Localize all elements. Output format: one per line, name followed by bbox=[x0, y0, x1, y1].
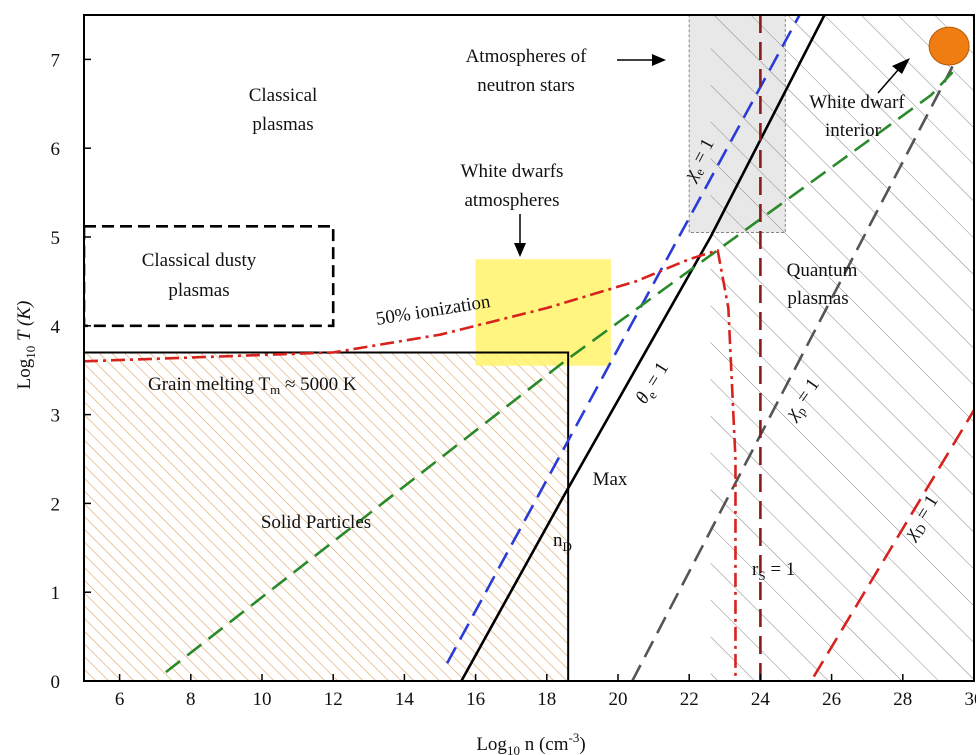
white-dwarfs-atmospheres-label: White dwarfs bbox=[461, 161, 564, 182]
y-tick-label: 5 bbox=[51, 228, 61, 249]
line--d-1 bbox=[812, 409, 974, 678]
white-dwarfs-arrow bbox=[514, 214, 526, 257]
white-dwarf-interior-arrow bbox=[877, 58, 910, 94]
classical-plasmas-label: Classical bbox=[249, 85, 318, 106]
solid-particles-boundary bbox=[84, 351, 570, 681]
x-tick-label: 6 bbox=[115, 689, 125, 710]
y-tick-label: 7 bbox=[51, 50, 61, 71]
ionization-label: 50% ionization bbox=[374, 291, 492, 330]
solid-particles-label: Solid Particles bbox=[261, 512, 371, 533]
line--e-1 bbox=[445, 15, 801, 664]
line-50-ionization bbox=[84, 249, 737, 681]
white-dwarfs-atmospheres-label-2: atmospheres bbox=[465, 190, 560, 211]
region-classical-dusty-plasmas bbox=[84, 225, 335, 328]
x-tick-label: 12 bbox=[324, 689, 343, 710]
classical-plasmas-label-2: plasmas bbox=[252, 114, 313, 135]
x-tick-label: 30 bbox=[965, 689, 976, 710]
quantum-plasmas-label: Quantum bbox=[787, 260, 858, 281]
white-dwarf-interior-marker bbox=[928, 26, 970, 66]
quantum-plasmas-label-2: plasmas bbox=[787, 288, 848, 309]
plot-frame bbox=[83, 14, 975, 682]
line-series-4 bbox=[165, 67, 958, 674]
max-label: Max bbox=[593, 469, 628, 490]
y-axis-title: Log10 T (K) bbox=[14, 301, 38, 390]
neutron-stars-label: Atmospheres of bbox=[466, 46, 588, 67]
x-tick-label: 16 bbox=[466, 689, 485, 710]
x-tick-label: 20 bbox=[609, 689, 628, 710]
nd-label: nD bbox=[553, 530, 572, 554]
neutron-stars-arrow bbox=[617, 54, 666, 66]
neutron-stars-label-2: neutron stars bbox=[477, 75, 575, 96]
y-tick-label: 3 bbox=[51, 406, 61, 427]
x-axis-title: Log10 n (cm-3) bbox=[476, 730, 585, 755]
y-tick-label: 0 bbox=[51, 672, 61, 693]
white-dwarf-interior-label-2: interior bbox=[825, 120, 882, 141]
x-tick-label: 14 bbox=[395, 689, 415, 710]
x-tick-label: 22 bbox=[680, 689, 699, 710]
region-white-dwarfs-atmospheres bbox=[475, 259, 611, 366]
x-tick-label: 8 bbox=[186, 689, 196, 710]
line--e-1 bbox=[460, 15, 826, 681]
region-solid-particles bbox=[84, 352, 569, 681]
line--p-1 bbox=[631, 58, 958, 681]
grain-melting-label: Grain melting Tm ≈ 5000 K bbox=[148, 374, 357, 397]
x-tick-label: 10 bbox=[253, 689, 272, 710]
x-tick-label: 28 bbox=[893, 689, 912, 710]
x-tick-label: 24 bbox=[751, 689, 771, 710]
rs-label: rS = 1 bbox=[752, 559, 795, 583]
x-tick-label: 18 bbox=[537, 689, 556, 710]
classical-dusty-plasmas-label: Classical dusty bbox=[142, 250, 257, 271]
white-dwarf-interior-label: White dwarf bbox=[809, 92, 905, 113]
region-quantum-plasmas bbox=[710, 15, 974, 681]
classical-dusty-plasmas-label-2: plasmas bbox=[168, 280, 229, 301]
y-tick-label: 1 bbox=[51, 583, 61, 604]
y-tick-label: 6 bbox=[51, 139, 61, 160]
y-tick-label: 4 bbox=[51, 317, 61, 338]
y-tick-label: 2 bbox=[51, 494, 61, 515]
x-tick-label: 26 bbox=[822, 689, 841, 710]
